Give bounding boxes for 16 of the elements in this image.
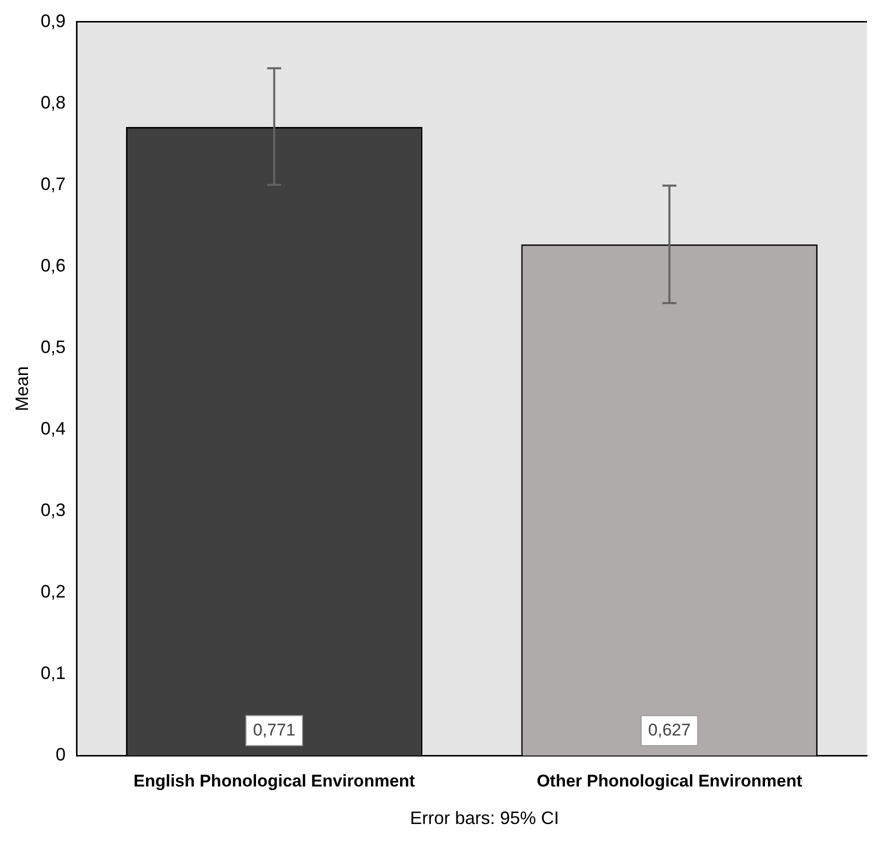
y-tick-label: 0,1 xyxy=(40,663,66,684)
y-tick-label: 0,9 xyxy=(40,10,66,31)
text: Error bars: 95% CI xyxy=(408,808,560,829)
y-tick-label: 0,6 xyxy=(40,255,66,276)
data-label: 0,627 xyxy=(648,720,691,740)
y-tick-label: 0,5 xyxy=(40,336,66,357)
y-tick-label: 0,2 xyxy=(40,582,66,602)
y-tick-label: 0,4 xyxy=(40,418,66,438)
y-axis-title: Mean xyxy=(12,366,32,412)
y-tick-label: 0,7 xyxy=(40,174,66,194)
x-tick-label: Other Phonological Environment xyxy=(536,771,802,790)
data-label: 0,771 xyxy=(252,720,296,740)
x-tick-label: English Phonological Environment xyxy=(133,771,416,790)
y-tick-label: 0 xyxy=(56,744,66,765)
y-tick-label: 0,3 xyxy=(40,500,66,520)
y-tick-label: 0,8 xyxy=(40,92,66,112)
